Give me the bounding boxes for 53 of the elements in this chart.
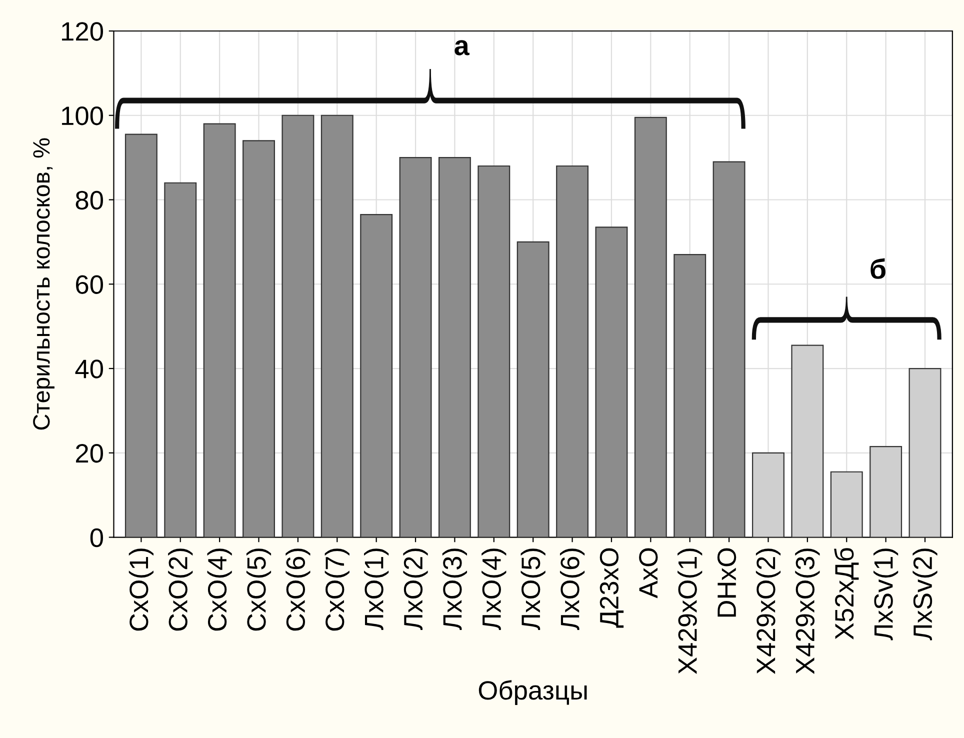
x-tick-label: X52xДб (834, 548, 859, 640)
bar (203, 123, 236, 538)
bar (712, 161, 746, 538)
x-axis-title: Образцы (478, 680, 587, 705)
bar (164, 182, 197, 538)
y-tick-label: 40 (75, 360, 103, 378)
bar (674, 254, 706, 538)
x-tick-label: ЛxSv(2) (912, 548, 938, 640)
y-tick-label: 60 (76, 275, 103, 294)
bar (124, 134, 158, 538)
x-tick-label: DHxO (717, 548, 736, 617)
x-tick-label: ЛxSv(1) (874, 548, 898, 640)
bar (830, 471, 863, 538)
y-tick-label: 100 (62, 106, 103, 126)
y-tick-label: 80 (76, 190, 103, 210)
x-tick-label: ЛxO(5) (520, 548, 546, 630)
bar (320, 114, 354, 538)
x-tick-label: CxO(6) (286, 548, 310, 631)
x-tick-label: ЛxO(6) (560, 548, 585, 630)
y-tick-label: 120 (62, 22, 103, 41)
x-tick-label: ЛxO(4) (482, 548, 506, 630)
bar (791, 344, 824, 538)
bar (870, 446, 902, 538)
x-tick-label: AxO (639, 548, 658, 598)
bar (516, 241, 550, 538)
bar (399, 157, 432, 538)
bar (242, 140, 275, 538)
y-tick-label: 0 (90, 528, 103, 548)
bar (478, 165, 510, 538)
bar (438, 157, 471, 538)
x-tick-label: X429xO(3) (795, 548, 820, 674)
bar (752, 452, 784, 538)
annotation: а (454, 40, 470, 56)
bar (556, 165, 589, 538)
x-tick-label: Д23xO (600, 548, 624, 628)
x-tick-label: ЛxO(3) (442, 548, 467, 630)
x-tick-label: ЛxO(2) (403, 548, 428, 630)
x-tick-label: X429xO(2) (756, 548, 781, 674)
bar (595, 226, 628, 538)
x-tick-label: X429xO(1) (678, 548, 702, 674)
bar (360, 214, 393, 538)
x-tick-label: ЛxO(1) (364, 548, 389, 630)
y-tick-label: 20 (76, 444, 103, 463)
x-tick-label: CxO(7) (324, 548, 350, 631)
x-tick-label: CxO(5) (246, 548, 272, 631)
bar (282, 114, 314, 538)
annotation: б (870, 258, 886, 279)
x-tick-label: CxO(2) (168, 548, 193, 631)
bar (634, 116, 667, 538)
bar (908, 368, 942, 538)
y-axis-title: Стерильность колосков, % (33, 138, 54, 430)
x-tick-label: CxO(4) (207, 548, 232, 631)
x-tick-label: CxO(1) (128, 548, 154, 631)
